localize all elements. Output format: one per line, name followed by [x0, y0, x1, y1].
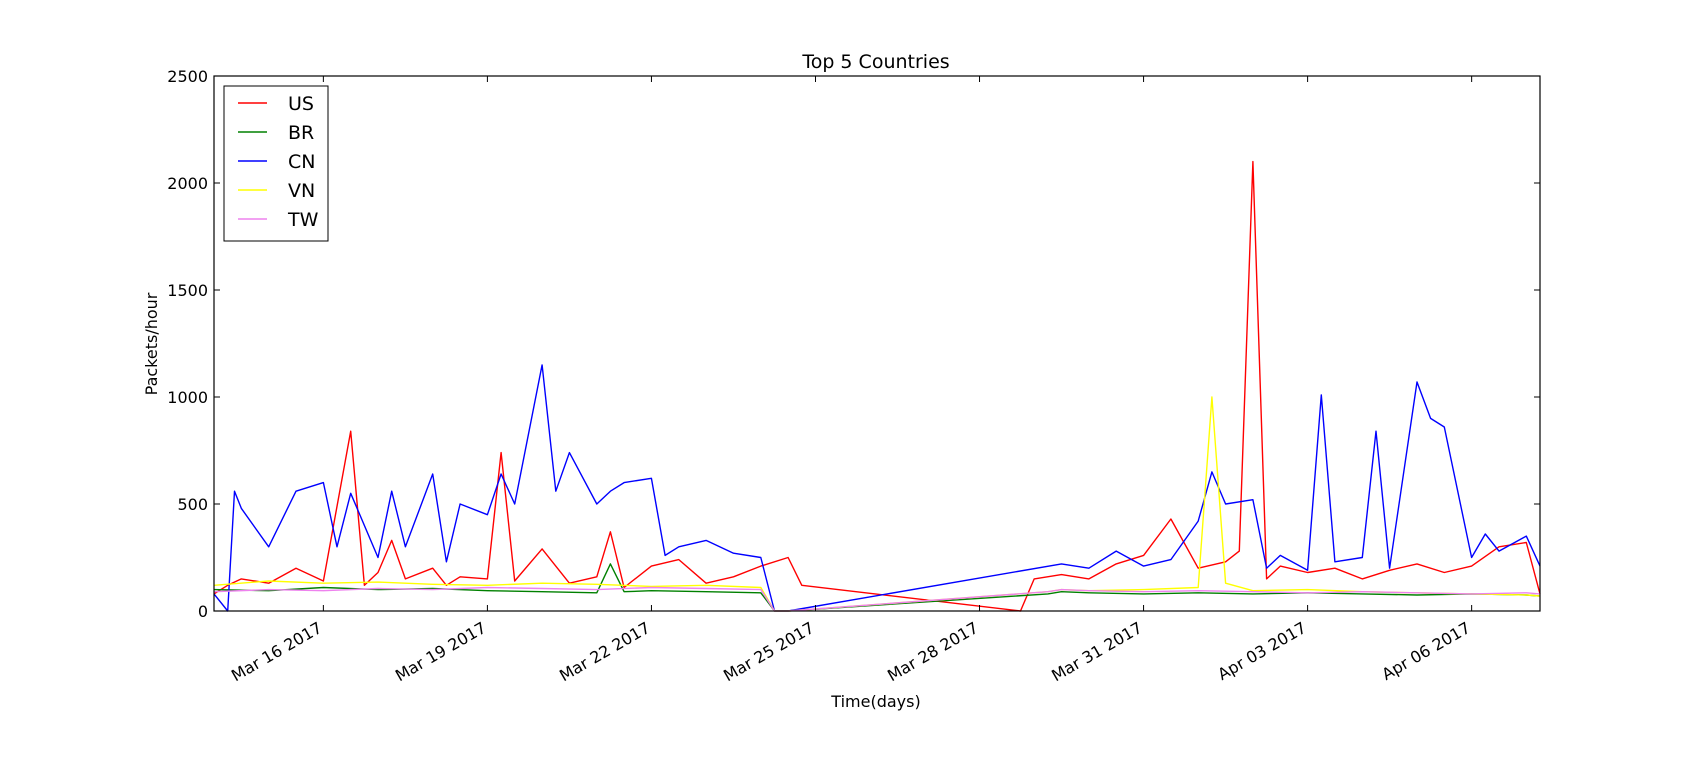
legend-label-br: BR: [288, 122, 314, 144]
y-tick-label: 500: [177, 495, 208, 514]
y-tick-label: 1500: [167, 281, 208, 300]
chart-title: Top 5 Countries: [801, 51, 949, 73]
legend-label-vn: VN: [288, 180, 315, 202]
x-axis-label: Time(days): [830, 692, 920, 711]
y-axis: 0 500 1000 1500 2000 2500: [167, 67, 1540, 621]
legend: US BR CN VN TW: [223, 85, 329, 242]
legend-label-us: US: [288, 93, 314, 115]
y-axis-label: Packets/hour: [142, 292, 161, 395]
series-line-us: [213, 160, 1541, 612]
legend-box: [223, 85, 329, 242]
y-tick-label: 1000: [167, 388, 208, 407]
series-line-cn: [213, 364, 1541, 612]
y-tick-label: 2000: [167, 174, 208, 193]
plot-frame: [213, 75, 1541, 612]
y-tick-label: 2500: [167, 67, 208, 86]
legend-label-tw: TW: [287, 209, 319, 231]
y-tick-label: 0: [198, 602, 208, 621]
legend-label-cn: CN: [288, 151, 315, 173]
